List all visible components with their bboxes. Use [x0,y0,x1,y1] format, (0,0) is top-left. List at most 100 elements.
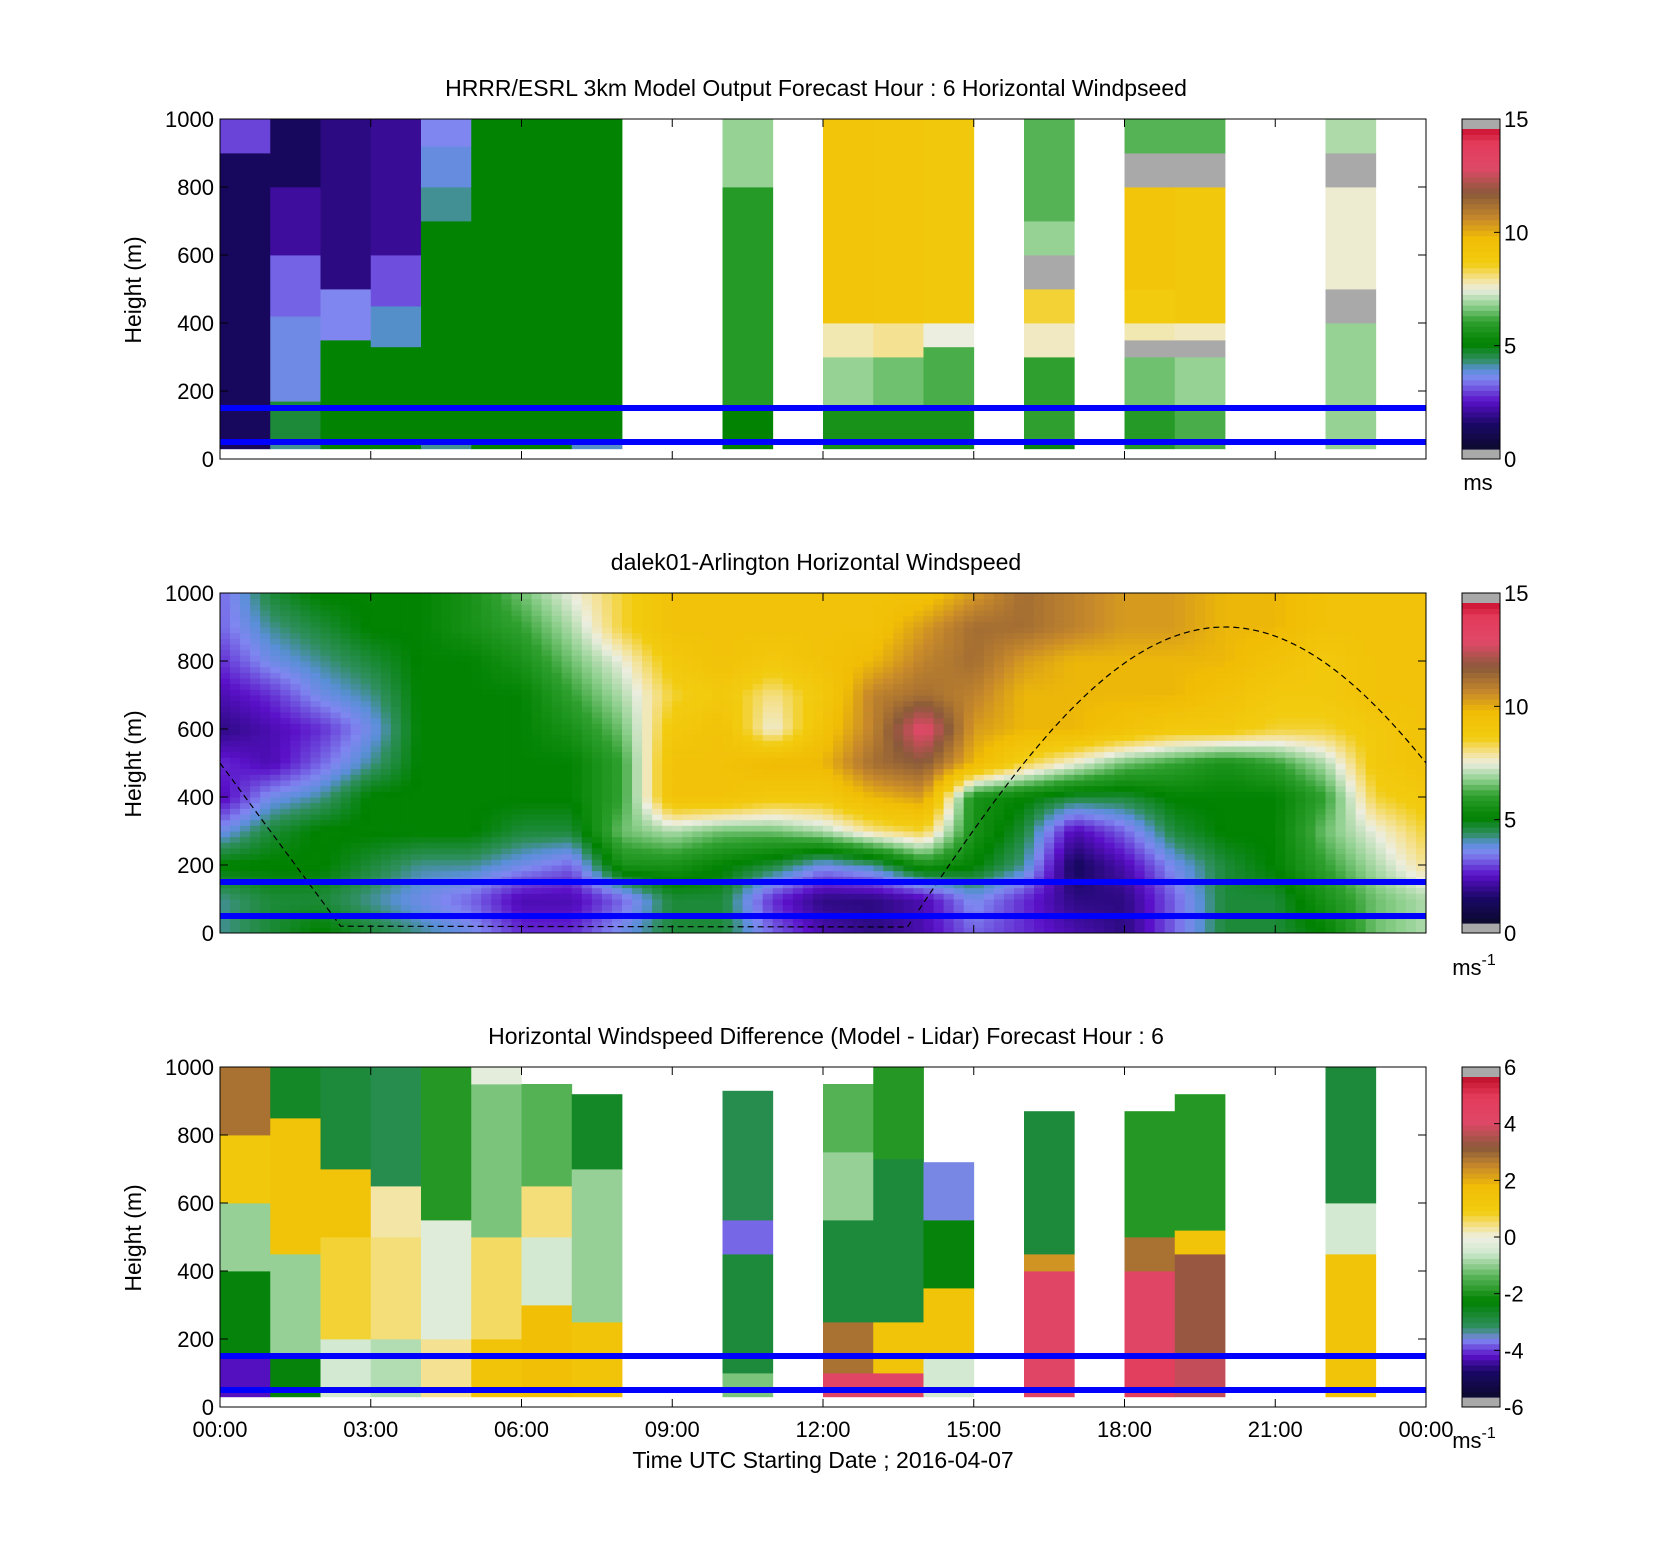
heatmap-cell [521,632,533,639]
heatmap-cell [843,916,854,923]
heatmap-cell [260,695,271,702]
heatmap-cell [441,638,452,645]
heatmap-cell [471,887,482,894]
heatmap-cell [370,751,382,758]
heatmap-cell [742,706,754,713]
heatmap-cell [400,666,412,673]
heatmap-cell [993,757,1005,764]
heatmap-cell [622,859,633,866]
heatmap-cell [762,921,774,928]
heatmap-cell [712,780,723,787]
heatmap-cell [833,661,844,668]
heatmap-cell [833,859,844,866]
heatmap-cell [601,831,613,838]
heatmap-cell [993,723,1005,730]
heatmap-cell [772,644,784,651]
heatmap-cell [1174,187,1226,324]
heatmap-cell [290,887,301,894]
heatmap-cell [511,615,522,622]
heatmap-cell [290,904,301,911]
heatmap-cell [913,831,924,838]
heatmap-cell [823,644,834,651]
heatmap-cell [340,802,352,809]
heatmap-cell [521,921,533,928]
heatmap-cell [652,615,663,622]
heatmap-cell [330,814,342,821]
heatmap-cell [280,695,291,702]
heatmap-cell [953,717,965,724]
heatmap-cell [380,887,392,894]
heatmap-cell [662,649,673,656]
heatmap-cell [561,678,573,685]
heatmap-cell [220,825,231,832]
heatmap-cell [230,763,241,770]
heatmap-cell [642,593,653,600]
heatmap-cell [280,655,291,662]
heatmap-cell [782,921,794,928]
heatmap-cell [481,921,492,928]
heatmap-cell [230,734,241,741]
heatmap-cell [501,859,512,866]
heatmap-cell [491,899,502,906]
heatmap-cell [642,746,653,753]
heatmap-cell [752,706,764,713]
heatmap-cell [511,882,522,889]
heatmap-cell [431,785,442,792]
heatmap-cell [250,672,261,679]
heatmap-cell [622,785,633,792]
heatmap-cell [993,598,1005,605]
heatmap-cell [591,899,603,906]
heatmap-cell [310,763,321,770]
heatmap-cell [843,751,854,758]
heatmap-cell [953,689,965,696]
heatmap-cell [491,916,502,923]
heatmap-cell [873,865,884,872]
heatmap-cell [250,729,261,736]
heatmap-cell [270,638,281,645]
heatmap-cell [531,780,543,787]
heatmap-cell [390,746,402,753]
heatmap-cell [290,610,301,617]
heatmap-cell [642,734,653,741]
heatmap-cell [310,638,321,645]
heatmap-cell [290,825,301,832]
heatmap-cell [451,780,462,787]
heatmap-cell [571,723,583,730]
heatmap-cell [732,887,744,894]
heatmap-cell [652,672,663,679]
heatmap-cell [541,859,553,866]
heatmap-cell [672,780,683,787]
heatmap-cell [561,927,573,934]
heatmap-cell [601,763,613,770]
heatmap-cell [250,751,261,758]
heatmap-cell [380,621,392,628]
heatmap-cell [300,893,311,900]
heatmap-cell [863,604,874,611]
heatmap-cell [1013,865,1025,872]
heatmap-cell [501,644,512,651]
heatmap-cell [280,678,291,685]
heatmap-cell [802,899,814,906]
colorbar-swatch [1462,150,1500,157]
heatmap-cell [601,683,613,690]
heatmap-cell [471,768,482,775]
heatmap-cell [652,785,663,792]
heatmap-cell [702,723,713,730]
heatmap-cell [320,853,332,860]
heatmap-cell [1003,763,1015,770]
heatmap-cell [531,819,543,826]
heatmap-cell [642,802,653,809]
heatmap-cell [340,791,352,798]
heatmap-cell [802,734,814,741]
heatmap-cell [672,751,683,758]
heatmap-cell [511,593,522,600]
heatmap-cell [883,729,894,736]
heatmap-cell [270,734,281,741]
heatmap-cell [591,712,603,719]
heatmap-cell [993,717,1005,724]
heatmap-cell [722,695,734,702]
heatmap-cell [571,644,583,651]
heatmap-cell [853,655,864,662]
heatmap-cell [953,751,965,758]
